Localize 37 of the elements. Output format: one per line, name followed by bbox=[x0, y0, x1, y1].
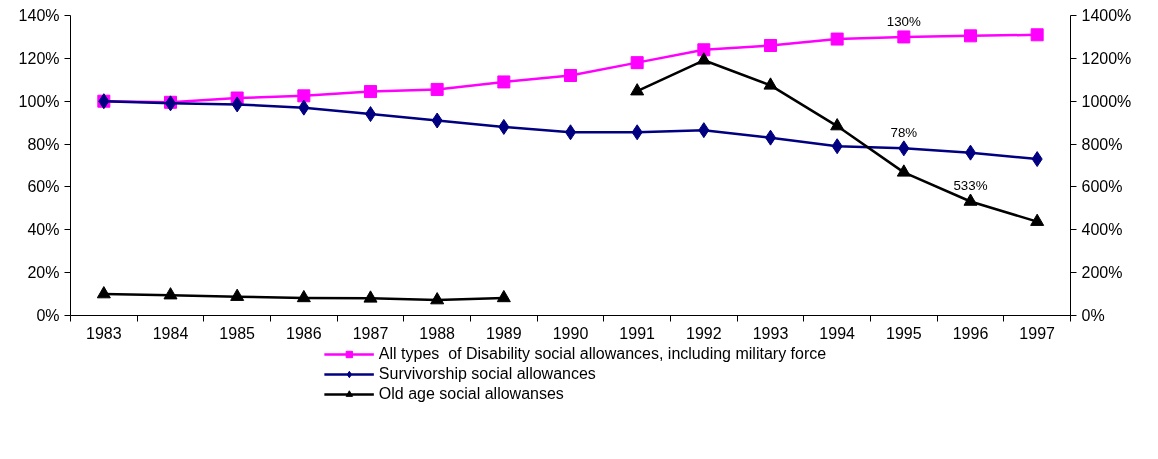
x-tick-label: 1990 bbox=[552, 324, 589, 342]
y-tick-label: 140% bbox=[18, 7, 60, 24]
x-tick-label: 1988 bbox=[419, 324, 456, 342]
y2-tick-label: 0% bbox=[1081, 307, 1105, 324]
x-tick-label: 1996 bbox=[952, 324, 989, 342]
x-tick-label: 1992 bbox=[686, 324, 722, 342]
y2-tick-label: 1200% bbox=[1081, 49, 1132, 67]
x-tick-label: 1994 bbox=[819, 324, 856, 342]
x-tick-label: 1985 bbox=[219, 324, 256, 342]
y-tick-label: 100% bbox=[18, 92, 60, 110]
legend-label: Old age social allowanses bbox=[378, 385, 564, 403]
x-tick-label: 1993 bbox=[752, 324, 789, 342]
y-tick-label: 40% bbox=[27, 221, 60, 239]
y-tick-label: 120% bbox=[18, 49, 60, 67]
x-tick-label: 1983 bbox=[86, 324, 122, 342]
x-tick-label: 1986 bbox=[286, 324, 322, 342]
y2-tick-label: 200% bbox=[1081, 264, 1123, 282]
x-tick-label: 1995 bbox=[886, 324, 922, 342]
annotation: 78% bbox=[890, 125, 918, 141]
y2-tick-label: 600% bbox=[1081, 178, 1123, 196]
legend-label: All types of Disability social allowances, including military force bbox=[378, 345, 827, 363]
y-tick-label: 80% bbox=[27, 135, 60, 153]
x-tick-label: 1989 bbox=[486, 324, 522, 342]
x-tick-label: 1984 bbox=[152, 324, 189, 342]
y-tick-label: 60% bbox=[27, 178, 60, 196]
y2-tick-label: 400% bbox=[1081, 221, 1123, 239]
legend-label: Survivorship social allowances bbox=[378, 365, 596, 383]
annotation: 533% bbox=[953, 178, 988, 194]
y2-tick-label: 1000% bbox=[1081, 92, 1132, 110]
y2-tick-label: 800% bbox=[1081, 135, 1123, 153]
y-tick-label: 0% bbox=[36, 307, 60, 324]
annotation: 130% bbox=[886, 13, 922, 29]
y-tick-label: 20% bbox=[27, 264, 60, 282]
x-tick-label: 1997 bbox=[1019, 324, 1056, 342]
x-tick-label: 1991 bbox=[619, 324, 656, 342]
x-tick-label: 1987 bbox=[352, 324, 389, 342]
y2-tick-label: 1400% bbox=[1081, 7, 1132, 24]
